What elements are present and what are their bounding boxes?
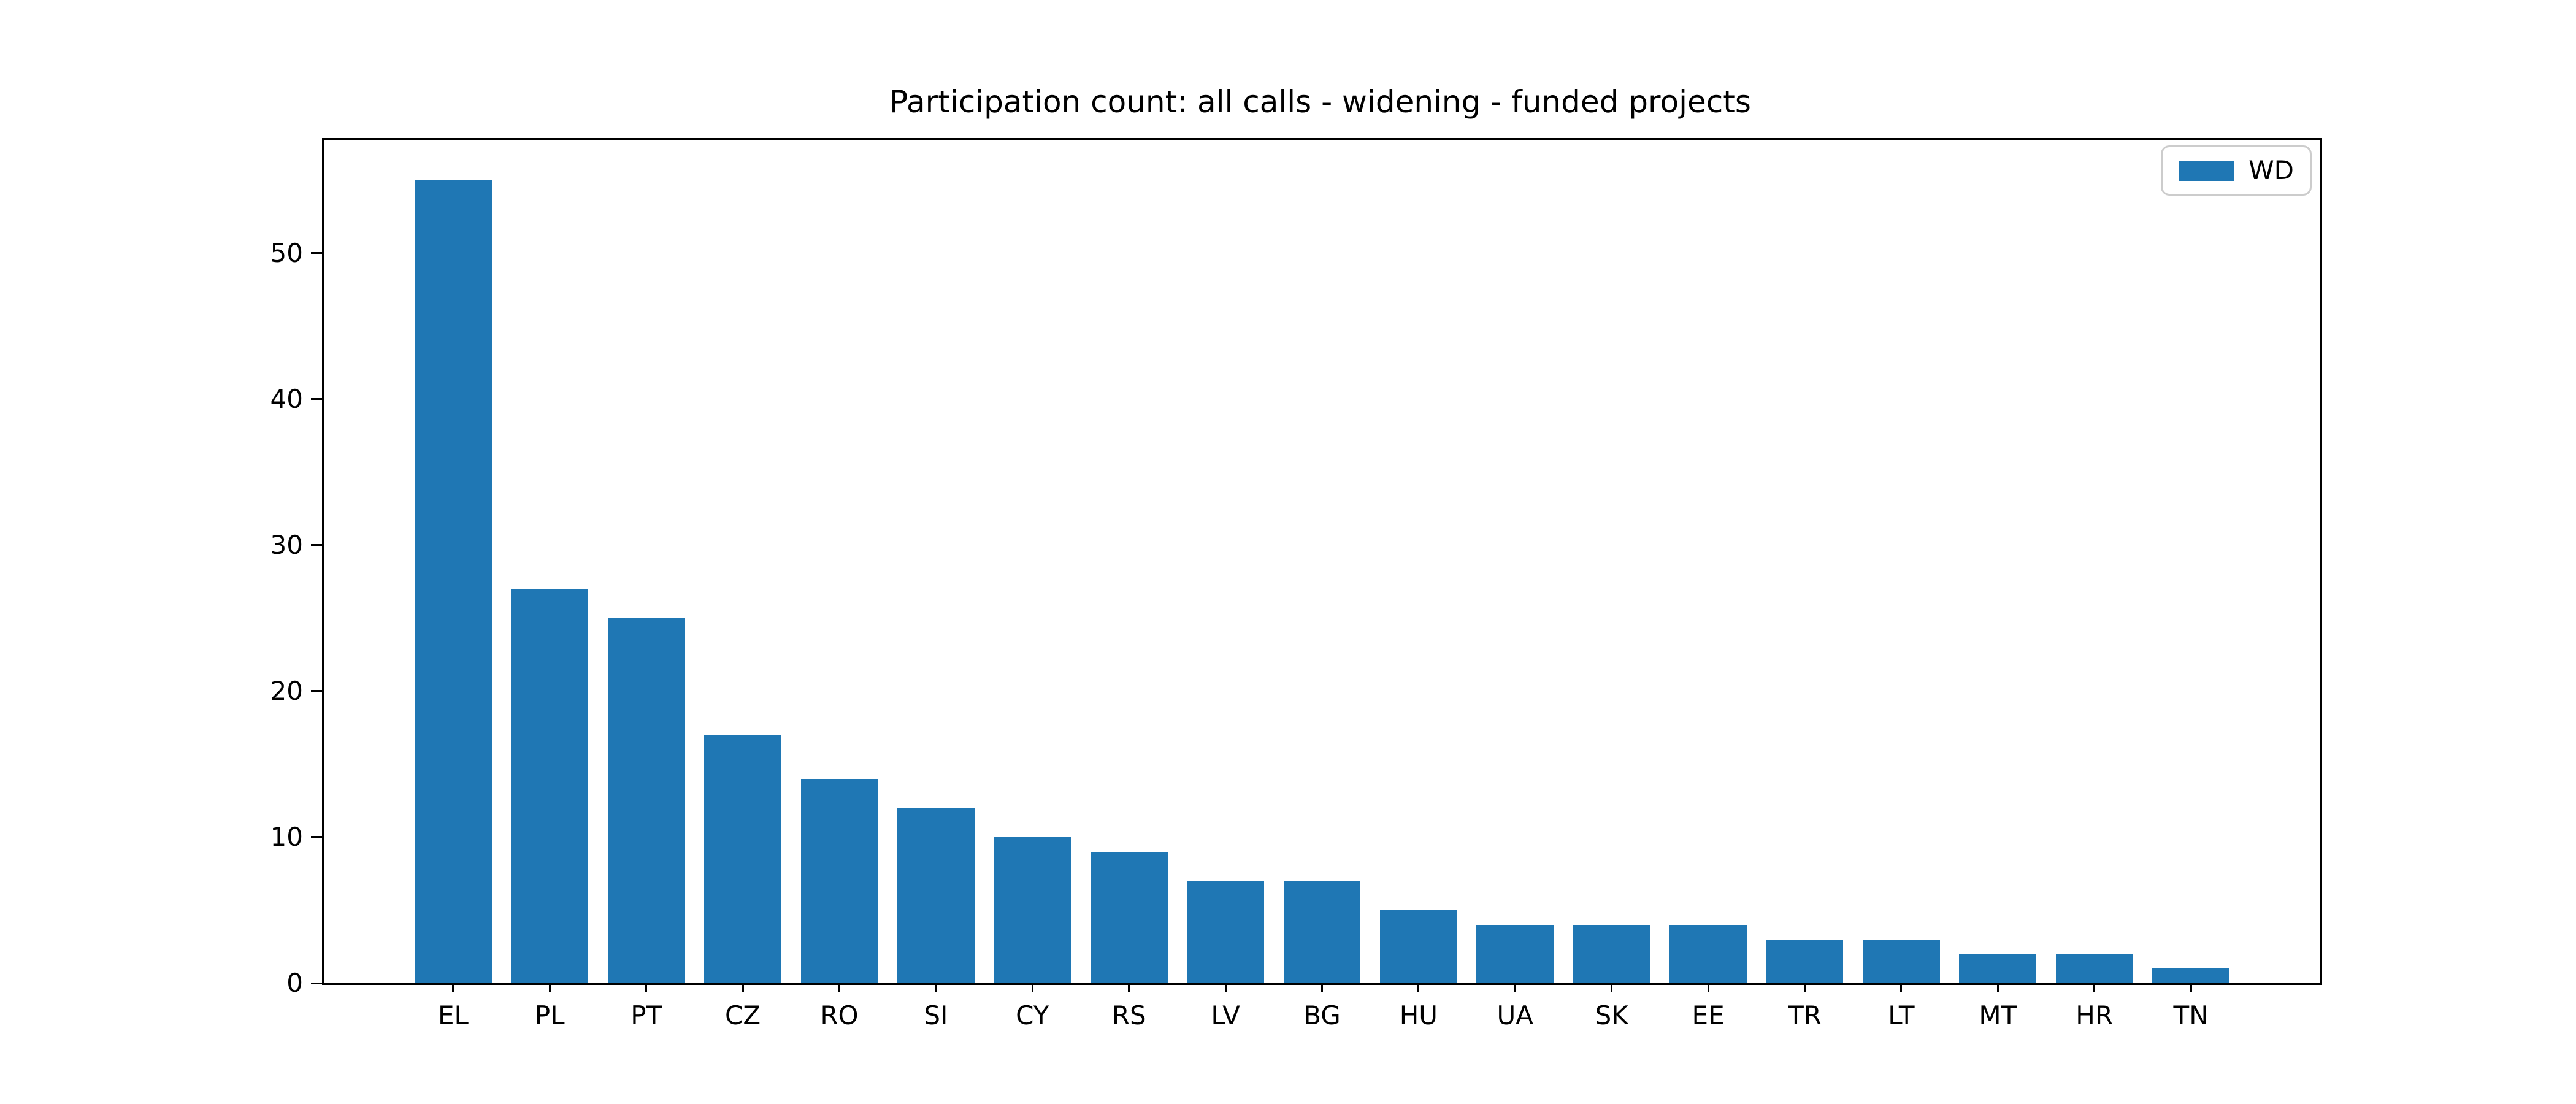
x-tick-mark [1128,983,1130,992]
y-tick-label: 30 [270,529,303,560]
y-tick-mark [311,836,322,838]
x-tick-mark [1031,983,1033,992]
bar-HR [2055,954,2133,983]
x-tick-mark [1996,983,1999,992]
y-tick-mark [311,544,322,546]
bar-SI [897,808,975,983]
x-tick-mark [1417,983,1420,992]
chart-title: Participation count: all calls - widenin… [889,84,1751,120]
y-tick-label: 50 [270,237,303,268]
x-tick-mark [2093,983,2096,992]
bar-MT [1959,954,2037,983]
x-tick-mark [742,983,744,992]
x-tick-mark [645,983,648,992]
y-tick-mark [311,690,322,692]
bar-HU [1379,910,1457,983]
legend: WD [2161,145,2312,196]
x-tick-label: TR [1788,1000,1822,1030]
x-tick-mark [1321,983,1323,992]
bar-BG [1283,881,1361,983]
x-tick-label: SI [924,1000,948,1030]
bar-TR [1766,939,1844,983]
x-tick-label: UA [1497,1000,1534,1030]
x-tick-label: HU [1399,1000,1438,1030]
x-tick-mark [1514,983,1516,992]
bar-CZ [704,735,782,983]
x-tick-label: MT [1979,1000,2017,1030]
bar-TN [2152,968,2230,983]
x-tick-label: HR [2076,1000,2114,1030]
bar-EL [414,180,492,983]
x-tick-label: SK [1595,1000,1628,1030]
x-tick-label: LT [1888,1000,1915,1030]
bar-PT [607,618,685,983]
bar-CY [994,837,1071,983]
x-tick-label: PT [631,1000,662,1030]
bar-LV [1187,881,1265,983]
x-tick-mark [1224,983,1227,992]
y-tick-label: 10 [270,821,303,852]
x-tick-label: BG [1303,1000,1341,1030]
x-tick-mark [1803,983,1806,992]
bar-SK [1573,924,1650,983]
x-tick-label: CY [1016,1000,1049,1030]
legend-label: WD [2248,155,2294,185]
y-tick-mark [311,398,322,401]
legend-swatch [2179,160,2234,181]
bar-LT [1862,939,1940,983]
bar-PL [511,589,589,983]
y-tick-mark [311,982,322,984]
y-tick-mark [311,252,322,255]
bar-RS [1090,851,1168,983]
bar-EE [1669,924,1747,983]
x-tick-mark [452,983,454,992]
x-tick-mark [1611,983,1613,992]
x-tick-label: EL [437,1000,469,1030]
plot-area: 0 10 20 30 40 50 EL PL PT CZ RO SI CY RS LV BG HU UA SK EE… [270,138,2322,1030]
x-tick-label: RO [820,1000,859,1030]
y-tick-label: 40 [270,383,303,414]
x-tick-label: PL [534,1000,565,1030]
x-tick-label: TN [2173,1000,2209,1030]
x-tick-mark [1707,983,1709,992]
bar-RO [800,778,878,983]
y-tick-label: 0 [286,968,303,998]
x-tick-label: RS [1111,1000,1146,1030]
x-tick-label: EE [1692,1000,1725,1030]
x-tick-mark [1900,983,1903,992]
x-tick-mark [548,983,551,992]
x-tick-label: CZ [725,1000,761,1030]
bar-UA [1476,924,1554,983]
x-tick-mark [935,983,937,992]
y-tick-label: 20 [270,675,303,706]
x-tick-label: LV [1211,1000,1240,1030]
x-tick-mark [2190,983,2192,992]
x-tick-mark [838,983,840,992]
